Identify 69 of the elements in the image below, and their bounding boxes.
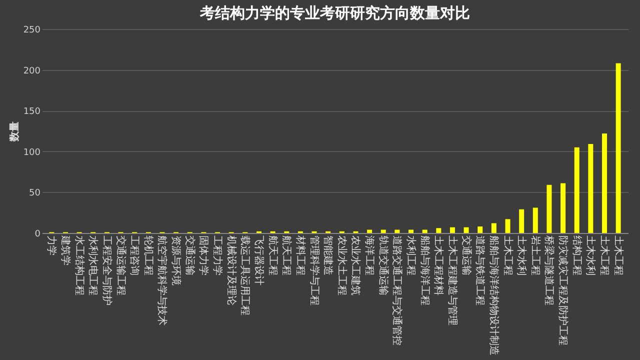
- bar: [532, 208, 538, 233]
- x-tick-label: 结构工程: [570, 236, 583, 276]
- x-tick-label: 土木工程: [502, 236, 514, 276]
- x-tick-label: 土木工程材料: [432, 236, 445, 296]
- x-tick-label: 载运工具运用工程: [239, 236, 252, 316]
- bar: [574, 147, 580, 233]
- x-tick-label: 水利工程: [405, 236, 418, 276]
- y-axis-title: 数量: [8, 122, 20, 142]
- x-tick-label: 船舶与海洋工程: [418, 236, 431, 306]
- bar: [491, 223, 496, 233]
- x-tick-label: 航天工程: [280, 236, 293, 276]
- x-tick-label: 水利水电工程: [87, 236, 100, 296]
- x-tick-label: 材料工程: [294, 234, 306, 276]
- x-tick-label: 农业水土工程: [336, 236, 348, 296]
- x-tick-label: 航天工程: [266, 236, 279, 276]
- bar: [588, 144, 594, 233]
- x-tick-label: 航空宇航科学与技术: [156, 236, 168, 326]
- x-tick-label: 道路交通工程与交通管控: [391, 236, 404, 346]
- x-tick-label: 工程咨询: [128, 236, 141, 276]
- y-tick-label: 100: [23, 148, 41, 158]
- x-tick-label: 桥梁与隧道工程: [543, 234, 556, 306]
- x-tick-label: 防灾减灾工程及防护工程: [557, 236, 570, 346]
- x-tick-label: 建筑学: [59, 234, 72, 266]
- bar: [505, 219, 510, 233]
- y-tick-label: 50: [29, 188, 41, 199]
- x-tick-label: 轨道交通运输: [377, 236, 390, 296]
- bar: [394, 230, 400, 233]
- bar: [616, 63, 621, 233]
- x-tick-label: 机械设计及理论: [225, 236, 238, 306]
- chart-title: 考结构力学的专业考研研究方向数量对比: [199, 4, 470, 22]
- x-tick-label: 飞行器设计: [252, 236, 265, 286]
- x-tick-label: 道路与铁道工程: [474, 236, 486, 306]
- bar: [560, 183, 566, 233]
- x-tick-label: 岩土工程: [529, 236, 542, 276]
- x-tick-label: 管理科学与工程: [308, 236, 320, 306]
- x-tick-label: 交通运输: [460, 236, 472, 276]
- bar: [546, 184, 552, 233]
- x-tick-label: 土木工程: [612, 236, 624, 276]
- x-tick-label: 土木工程: [598, 236, 611, 276]
- bar: [478, 226, 483, 233]
- bar: [436, 228, 442, 233]
- bar: [464, 227, 469, 233]
- y-tick-label: 250: [23, 26, 41, 36]
- bar: [422, 230, 428, 233]
- bar: [519, 209, 524, 233]
- y-tick-label: 150: [23, 107, 41, 118]
- x-tick-label: 资源与环境: [170, 236, 182, 286]
- x-tick-label: 土木水利: [516, 236, 528, 276]
- y-tick-label: 200: [23, 66, 41, 76]
- x-tick-label: 智能建造: [322, 236, 334, 276]
- x-tick-label: 水工结构工程: [73, 236, 86, 296]
- x-tick-label: 土木工程建造与管理: [446, 236, 458, 326]
- x-tick-label: 交通运输: [184, 236, 196, 276]
- bar: [602, 133, 608, 233]
- x-tick-label: 工程力学: [212, 236, 224, 276]
- x-tick-label: 轮机工程: [142, 236, 154, 276]
- x-tick-label: 力学: [46, 236, 58, 256]
- x-tick-label: 交通运输工程: [114, 236, 127, 296]
- bar: [367, 230, 372, 233]
- bar: [380, 230, 386, 233]
- x-tick-label: 固体力学: [198, 236, 210, 276]
- x-tick-label: 工程安全与防护: [100, 236, 113, 306]
- x-tick-label: 土木水利: [584, 236, 597, 276]
- x-tick-label: 海洋工程: [364, 236, 376, 276]
- y-tick-label: 0: [34, 230, 41, 240]
- bar: [450, 227, 455, 233]
- bar: [408, 230, 414, 233]
- x-tick-label: 船舶与海洋结构物设计制造: [488, 236, 500, 356]
- x-tick-label: 农业水工建筑: [350, 236, 362, 296]
